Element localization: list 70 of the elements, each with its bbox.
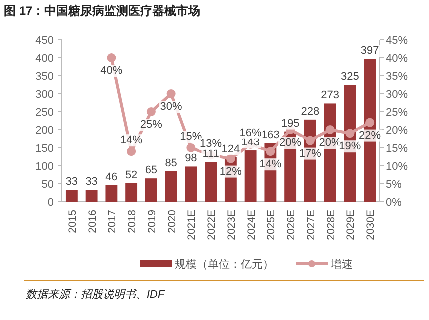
y-tick-label: 150 (36, 143, 54, 155)
data-label: 15% (180, 131, 202, 143)
y2-tick-label: 15% (386, 143, 408, 155)
data-label: 22% (359, 130, 382, 142)
data-label: 273 (321, 90, 340, 102)
x-tick-label: 2026E (286, 210, 298, 240)
y2-tick-label: 45% (386, 35, 408, 47)
data-label: 46 (106, 171, 118, 184)
x-tick-label: 2030E (365, 210, 378, 240)
y-tick-label: 250 (36, 107, 54, 119)
x-tick-label: 2025E (266, 210, 278, 240)
x-tick-label: 2029E (345, 210, 358, 240)
data-label: 40% (100, 65, 123, 77)
data-label: 124 (222, 143, 240, 156)
source-note: 数据来源：招股说明书、IDF (26, 288, 166, 301)
x-tick-label: 2020 (166, 210, 178, 234)
data-label: 19% (339, 140, 362, 153)
y-tick-label: 450 (36, 35, 54, 47)
data-label: 111 (202, 148, 220, 160)
data-label: 397 (360, 45, 380, 58)
y-tick-label: 50 (42, 179, 54, 191)
data-label: 30% (160, 101, 183, 113)
data-label: 17% (299, 148, 322, 160)
data-label: 12% (220, 166, 242, 178)
x-tick-label: 2028E (325, 210, 338, 240)
x-tick-label: 2022E (206, 210, 218, 240)
y2-tick-label: 5% (386, 179, 402, 191)
data-label: 33 (86, 176, 98, 188)
legend-label: 增速 (330, 258, 353, 271)
y-tick-label: 200 (36, 125, 54, 137)
data-label: 33 (66, 176, 78, 188)
data-label: 195 (281, 118, 300, 130)
chart-title: 图 17：中国糖尿病监测医疗器械市场 (4, 4, 201, 18)
data-label: 25% (140, 119, 163, 131)
data-label: 20% (319, 137, 342, 149)
y-tick-label: 100 (36, 161, 54, 173)
x-tick-label: 2023E (226, 210, 238, 240)
data-label: 325 (341, 71, 360, 83)
data-label: 14% (120, 134, 143, 147)
data-label: 52 (125, 169, 138, 182)
y2-tick-label: 20% (386, 125, 408, 137)
data-label: 65 (145, 164, 158, 177)
y-tick-label: 0 (48, 197, 54, 209)
x-tick-label: 2016 (86, 210, 99, 234)
data-label: 85 (165, 157, 178, 170)
data-label: 16% (240, 127, 262, 140)
y2-tick-label: 35% (386, 71, 408, 83)
y2-tick-label: 25% (386, 107, 408, 119)
data-label: 163 (262, 129, 280, 142)
x-tick-label: 2017 (106, 210, 119, 234)
data-label: 143 (242, 136, 260, 149)
x-tick-label: 2021E (186, 210, 198, 240)
legend-label: 规模（单位：亿元） (175, 258, 274, 271)
y-tick-label: 300 (36, 89, 54, 101)
x-tick-label: 2027E (305, 210, 318, 240)
data-label: 20% (280, 137, 302, 149)
x-tick-label: 2018 (126, 210, 139, 234)
x-tick-label: 2024E (246, 210, 258, 240)
y2-tick-label: 30% (386, 89, 408, 101)
x-tick-label: 2019 (146, 210, 158, 234)
x-tick-label: 2015 (66, 210, 79, 234)
y2-tick-label: 40% (386, 53, 408, 65)
data-label: 14% (260, 158, 282, 171)
data-label: 98 (185, 152, 198, 165)
y2-tick-label: 10% (386, 161, 408, 173)
y-tick-label: 350 (36, 71, 54, 83)
y-tick-label: 400 (36, 53, 54, 65)
data-label: 13% (200, 138, 222, 150)
y2-tick-label: 0% (386, 197, 402, 209)
data-label: 228 (301, 106, 320, 118)
